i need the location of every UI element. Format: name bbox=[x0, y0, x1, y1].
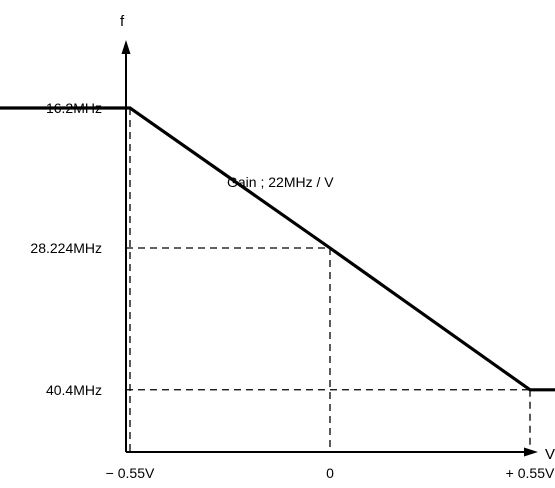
x-tick-label-0: − 0.55V bbox=[106, 465, 155, 481]
x-tick-label-1: 0 bbox=[326, 465, 334, 481]
y-axis-arrow bbox=[121, 40, 131, 54]
guide-lines bbox=[126, 108, 531, 452]
x-axis-arrow bbox=[524, 447, 538, 457]
y-axis-label: f bbox=[120, 13, 125, 30]
x-tick-label-2: + 0.55V bbox=[506, 465, 555, 481]
gain-annotation: Gain ; 22MHz / V bbox=[227, 174, 334, 190]
y-tick-label-1: 28.224MHz bbox=[30, 240, 102, 256]
series-line bbox=[0, 106, 555, 392]
y-tick-label-2: 40.4MHz bbox=[46, 382, 102, 398]
x-axis-label: V bbox=[545, 446, 555, 463]
